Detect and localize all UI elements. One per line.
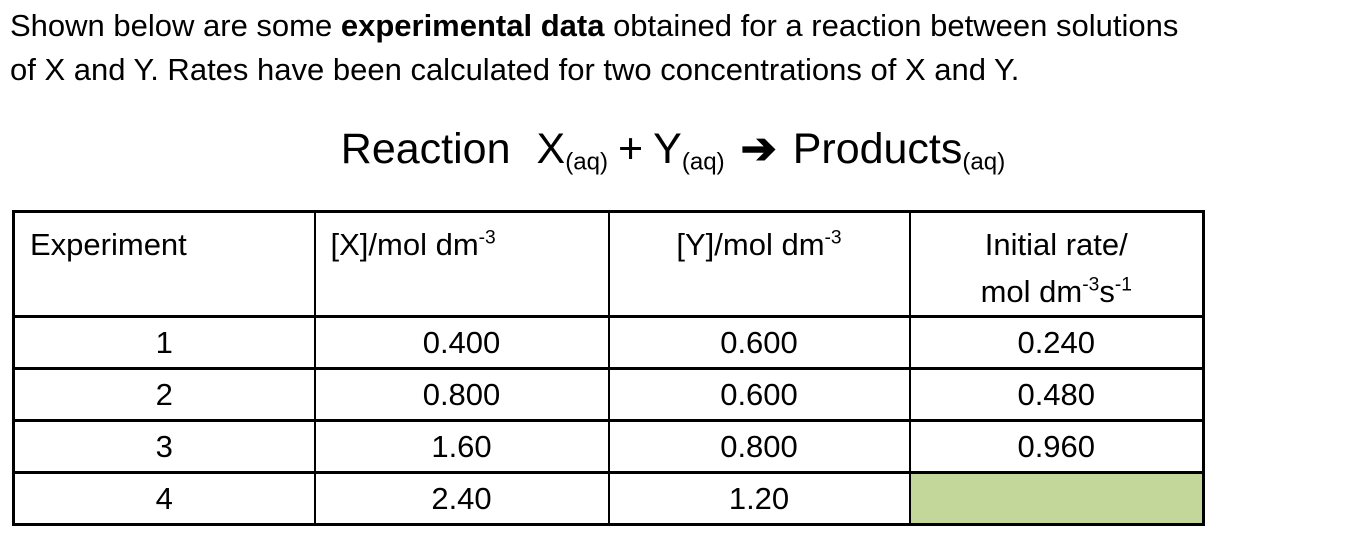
reaction-equation: Reaction X(aq) + Y(aq) ➔ Products(aq) [0,124,1346,174]
experiment-number: 3 [12,419,316,474]
table-row: 4 2.40 1.20 [12,471,1205,526]
right-arrow-icon: ➔ [740,125,777,173]
initial-rate-value: 0.240 [908,315,1205,370]
highlighted-answer-cell [908,471,1205,526]
intro-line-1: Shown below are some experimental data o… [10,4,1346,48]
reactant-x: X(aq) [536,125,609,176]
rate-header-line-2: mol dm-3s-1 [911,268,1203,315]
product-state: (aq) [962,148,1006,176]
reactant-y: Y(aq) [653,125,725,176]
product-name: Products [792,125,963,173]
col-header-x-concentration: [X]/mol dm-3 [313,210,610,318]
header-row: Experiment [X]/mol dm-3 [Y]/mol dm-3 Ini… [12,210,1205,318]
intro-line-2: of X and Y. Rates have been calculated f… [10,52,1020,87]
y-header-exponent: -3 [824,227,842,249]
x-concentration-value: 2.40 [313,471,610,526]
intro-text-post: obtained for a reaction between solution… [604,8,1179,43]
experiment-number: 2 [12,367,316,422]
x-header-exponent: -3 [478,227,496,249]
rate-units-seconds: s [1099,274,1115,309]
intro-paragraph: Shown below are some experimental data o… [0,0,1346,92]
initial-rate-value: 0.480 [908,367,1205,422]
product: Products(aq) [792,125,1006,176]
intro-text-bold: experimental data [340,8,605,43]
reactant-x-state: (aq) [565,148,609,176]
col-header-y-concentration: [Y]/mol dm-3 [607,210,911,318]
rate-units-exponent-1: -3 [1082,274,1100,296]
col-header-experiment: Experiment [12,210,316,318]
y-concentration-value: 0.800 [607,419,911,474]
y-concentration-value: 0.600 [607,315,911,370]
reactant-x-symbol: X [536,125,566,173]
experiment-number: 4 [12,471,316,526]
x-concentration-value: 0.400 [313,315,610,370]
initial-rate-value: 0.960 [908,419,1205,474]
y-concentration-value: 1.20 [607,471,911,526]
rate-data-table: Experiment [X]/mol dm-3 [Y]/mol dm-3 Ini… [12,210,1205,526]
table-row: 2 0.800 0.600 0.480 [12,367,1205,422]
y-concentration-value: 0.600 [607,367,911,422]
rate-units-text: mol dm [980,274,1083,309]
plus-sign: + [618,125,644,173]
table-row: 3 1.60 0.800 0.960 [12,419,1205,474]
y-header-text: [Y]/mol dm [676,227,825,262]
table-row: 1 0.400 0.600 0.240 [12,315,1205,370]
experiment-number: 1 [12,315,316,370]
x-concentration-value: 1.60 [313,419,610,474]
rate-units-exponent-2: -1 [1114,274,1132,296]
reactant-y-symbol: Y [653,125,682,173]
reaction-label: Reaction [340,125,511,173]
x-header-text: [X]/mol dm [330,227,479,262]
rate-header-line-1: Initial rate/ [984,227,1128,262]
intro-text-pre: Shown below are some [10,8,341,43]
reactant-y-state: (aq) [681,148,725,176]
col-header-initial-rate: Initial rate/ mol dm-3s-1 [908,210,1205,318]
x-concentration-value: 0.800 [313,367,610,422]
